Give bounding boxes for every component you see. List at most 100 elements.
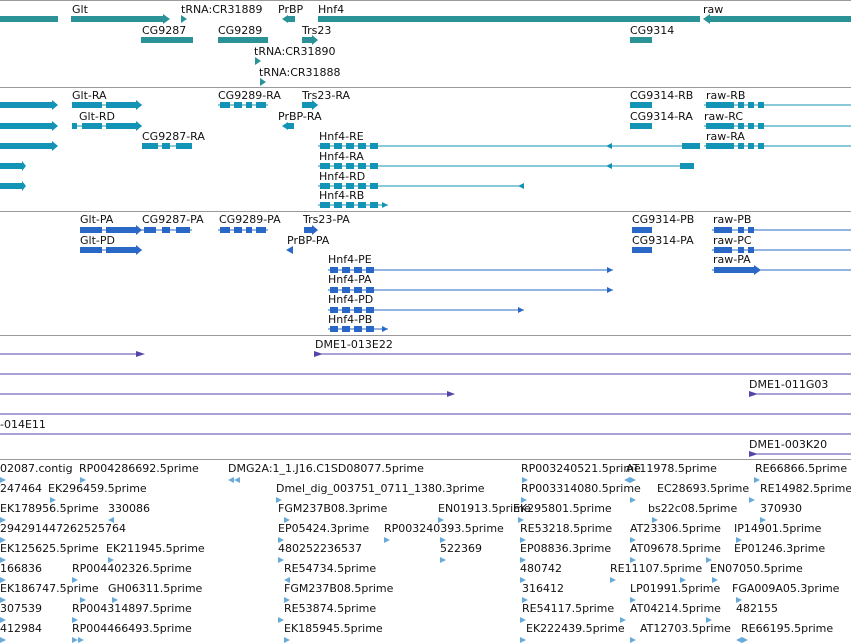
transcript-feature[interactable] [0, 183, 22, 189]
est-mark[interactable] [80, 477, 86, 483]
est-mark[interactable] [610, 577, 616, 583]
est-mark[interactable] [440, 537, 446, 543]
est-mark[interactable] [522, 477, 528, 483]
est-mark[interactable] [284, 577, 290, 583]
est-mark[interactable] [742, 637, 748, 643]
gene-feature-hnf4[interactable] [318, 16, 700, 22]
gene-feature[interactable] [0, 16, 58, 22]
transcript-feature-trs23-ra[interactable] [302, 100, 318, 110]
est-mark[interactable] [284, 517, 290, 523]
protein-feature-cg9289-pa[interactable] [218, 227, 268, 233]
transcript-feature-cg9289-ra[interactable] [218, 102, 268, 108]
est-mark[interactable] [652, 517, 658, 523]
gene-feature-glt[interactable] [71, 14, 170, 24]
est-mark[interactable] [278, 557, 284, 563]
transcript-feature-raw-rb[interactable] [704, 102, 851, 108]
est-mark[interactable] [518, 517, 524, 523]
est-mark[interactable] [680, 577, 686, 583]
est-mark[interactable] [754, 477, 760, 483]
transcript-feature-glt-rd[interactable] [72, 121, 142, 131]
est-mark[interactable] [630, 497, 636, 503]
est-mark[interactable] [0, 537, 6, 543]
est-mark[interactable] [50, 497, 56, 503]
transcript-feature-prbp-ra[interactable] [282, 122, 294, 130]
gene-feature-cg9287[interactable] [141, 37, 193, 43]
est-mark[interactable] [284, 597, 290, 603]
est-mark[interactable] [0, 517, 6, 523]
est-mark[interactable] [228, 477, 234, 483]
transcript-feature-cg9287-ra[interactable] [142, 143, 192, 149]
est-mark[interactable] [736, 537, 742, 543]
est-mark[interactable] [760, 517, 766, 523]
gene-feature-trna-cr31888[interactable] [260, 78, 266, 86]
est-mark[interactable] [630, 597, 636, 603]
est-mark[interactable] [276, 497, 282, 503]
transcript-feature[interactable] [0, 143, 52, 149]
est-mark[interactable] [0, 617, 6, 623]
clone-feature-dme1-011g03[interactable] [749, 391, 851, 397]
protein-feature-glt-pa[interactable] [80, 225, 142, 235]
transcript-feature-raw-rc[interactable] [704, 123, 851, 129]
protein-feature-hnf4-pe[interactable] [328, 267, 613, 273]
transcript-feature[interactable] [0, 102, 52, 108]
est-mark[interactable] [521, 497, 527, 503]
transcript-feature-hnf4-re[interactable] [318, 143, 700, 149]
est-mark[interactable] [520, 537, 526, 543]
est-mark[interactable] [112, 597, 118, 603]
est-mark[interactable] [624, 477, 630, 483]
est-mark[interactable] [706, 617, 712, 623]
gene-feature-raw[interactable] [703, 14, 851, 24]
clone-feature[interactable] [0, 391, 455, 397]
transcript-feature-cg9314-rb[interactable] [630, 102, 652, 108]
transcript-feature-glt-ra[interactable] [72, 100, 142, 110]
transcript-feature-raw-ra[interactable] [704, 143, 851, 149]
protein-feature-trs23-pa[interactable] [304, 225, 318, 235]
est-mark[interactable] [630, 537, 636, 543]
est-mark[interactable] [520, 577, 526, 583]
est-mark[interactable] [234, 477, 240, 483]
transcript-feature-hnf4-rb[interactable] [318, 202, 388, 208]
est-mark[interactable] [78, 637, 84, 643]
protein-feature-raw-pc[interactable] [712, 247, 851, 253]
protein-feature-cg9314-pa[interactable] [632, 247, 652, 253]
est-mark[interactable] [72, 637, 78, 643]
est-mark[interactable] [438, 517, 444, 523]
transcript-feature[interactable] [52, 121, 58, 131]
protein-feature-cg9314-pb[interactable] [632, 227, 652, 233]
est-mark[interactable] [278, 617, 284, 623]
est-mark[interactable] [749, 497, 755, 503]
est-mark[interactable] [0, 577, 6, 583]
est-mark[interactable] [736, 637, 742, 643]
transcript-feature[interactable] [0, 123, 52, 129]
est-mark[interactable] [108, 557, 114, 563]
est-mark[interactable] [520, 557, 526, 563]
clone-feature[interactable] [0, 351, 145, 357]
transcript-feature[interactable] [0, 163, 22, 169]
transcript-feature[interactable] [22, 181, 26, 191]
clone-feature-dme1-003k20[interactable] [749, 451, 851, 457]
transcript-feature-cg9314-ra[interactable] [630, 123, 652, 129]
est-mark[interactable] [80, 597, 86, 603]
est-mark[interactable] [72, 577, 78, 583]
protein-feature-hnf4-pb[interactable] [328, 326, 388, 332]
gene-feature-prbp[interactable] [282, 15, 295, 23]
est-mark[interactable] [0, 597, 6, 603]
gene-feature-trna-cr31889[interactable] [181, 15, 187, 23]
est-mark[interactable] [522, 597, 528, 603]
gene-feature-cg9314[interactable] [630, 37, 652, 43]
est-mark[interactable] [284, 637, 290, 643]
est-mark[interactable] [706, 557, 712, 563]
transcript-feature-hnf4-rd[interactable] [318, 183, 524, 189]
est-mark[interactable] [108, 517, 114, 523]
est-mark[interactable] [620, 617, 626, 623]
est-mark[interactable] [0, 637, 6, 643]
est-mark[interactable] [72, 617, 78, 623]
est-mark[interactable] [520, 617, 526, 623]
protein-feature-prbp-pa[interactable] [286, 246, 293, 254]
est-mark[interactable] [520, 637, 526, 643]
transcript-feature[interactable] [52, 141, 58, 151]
clone-feature-dme1-013e22[interactable] [314, 351, 851, 357]
est-mark[interactable] [630, 477, 636, 483]
est-mark[interactable] [0, 557, 6, 563]
est-mark[interactable] [440, 557, 446, 563]
